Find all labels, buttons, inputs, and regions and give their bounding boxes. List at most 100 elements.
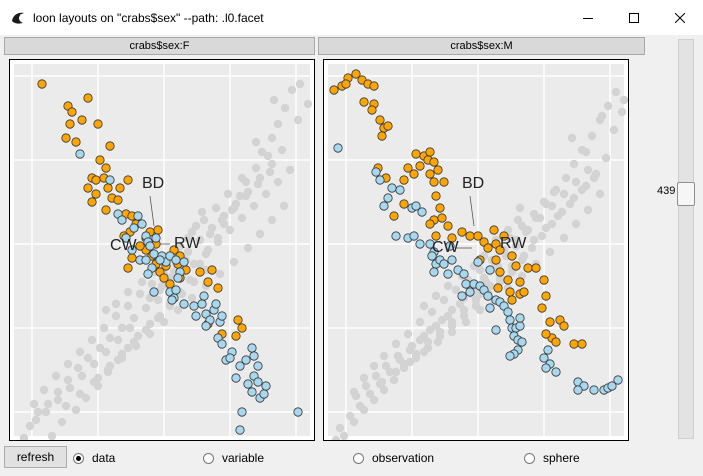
point-gray[interactable] <box>81 393 91 403</box>
point-orange[interactable] <box>425 169 435 179</box>
radio-observation[interactable]: observation <box>353 451 434 465</box>
point-orange[interactable] <box>77 115 87 125</box>
point-blue[interactable] <box>411 201 421 211</box>
point-gray[interactable] <box>547 201 557 211</box>
point-gray[interactable] <box>527 243 537 253</box>
point-gray[interactable] <box>571 219 581 229</box>
point-blue[interactable] <box>415 239 425 249</box>
point-gray[interactable] <box>265 167 275 177</box>
point-gray[interactable] <box>205 229 215 239</box>
point-gray[interactable] <box>75 389 85 399</box>
point-orange[interactable] <box>439 177 449 187</box>
point-gray[interactable] <box>381 361 391 371</box>
point-gray[interactable] <box>101 305 111 315</box>
point-gray[interactable] <box>41 407 51 417</box>
point-gray[interactable] <box>359 373 369 383</box>
point-orange[interactable] <box>515 277 525 287</box>
point-gray[interactable] <box>145 319 155 329</box>
point-blue[interactable] <box>189 301 199 311</box>
point-orange[interactable] <box>415 161 425 171</box>
point-gray[interactable] <box>183 247 193 257</box>
point-gray[interactable] <box>229 257 239 267</box>
point-gray[interactable] <box>253 179 263 189</box>
point-blue[interactable] <box>515 321 525 331</box>
point-orange[interactable] <box>437 213 447 223</box>
point-gray[interactable] <box>141 303 151 313</box>
point-gray[interactable] <box>87 335 97 345</box>
point-orange[interactable] <box>329 85 339 95</box>
point-orange[interactable] <box>115 183 125 193</box>
point-blue[interactable] <box>133 211 143 221</box>
point-gray[interactable] <box>539 197 549 207</box>
point-gray[interactable] <box>261 189 271 199</box>
point-orange[interactable] <box>507 295 517 305</box>
point-gray[interactable] <box>545 247 555 257</box>
point-gray[interactable] <box>237 213 247 223</box>
point-blue[interactable] <box>191 311 201 321</box>
point-orange[interactable] <box>429 177 439 187</box>
point-gray[interactable] <box>431 321 441 331</box>
point-gray[interactable] <box>215 269 225 279</box>
maximize-button[interactable] <box>611 0 657 35</box>
point-orange[interactable] <box>425 147 435 157</box>
point-blue[interactable] <box>261 381 271 391</box>
point-blue[interactable] <box>293 407 303 417</box>
point-gray[interactable] <box>589 173 599 183</box>
point-orange[interactable] <box>519 287 529 297</box>
point-gray[interactable] <box>63 359 73 369</box>
point-blue[interactable] <box>539 353 549 363</box>
point-gray[interactable] <box>459 305 469 315</box>
point-gray[interactable] <box>331 435 341 440</box>
point-gray[interactable] <box>287 85 297 95</box>
point-gray[interactable] <box>439 295 449 305</box>
point-gray[interactable] <box>583 205 593 215</box>
point-orange[interactable] <box>237 323 247 333</box>
point-gray[interactable] <box>217 215 227 225</box>
point-gray[interactable] <box>273 119 283 129</box>
point-gray[interactable] <box>111 299 121 309</box>
point-orange[interactable] <box>91 175 101 185</box>
point-blue[interactable] <box>383 193 393 203</box>
point-gray[interactable] <box>345 411 355 421</box>
scatterplot-male[interactable]: BD CW RW <box>324 60 628 440</box>
point-orange[interactable] <box>101 163 111 173</box>
point-blue[interactable] <box>151 233 161 243</box>
point-blue[interactable] <box>573 385 583 395</box>
point-gray[interactable] <box>189 259 199 269</box>
point-blue[interactable] <box>197 299 207 309</box>
point-orange[interactable] <box>499 231 509 241</box>
point-blue[interactable] <box>249 351 259 361</box>
point-gray[interactable] <box>295 79 305 89</box>
point-blue[interactable] <box>235 361 245 371</box>
point-orange[interactable] <box>213 283 223 293</box>
point-blue[interactable] <box>515 313 525 323</box>
point-orange[interactable] <box>83 183 93 193</box>
point-gray[interactable] <box>187 227 197 237</box>
facet-panel-female[interactable]: BD CW RW <box>9 59 315 441</box>
point-gray[interactable] <box>371 371 381 381</box>
point-orange[interactable] <box>87 197 97 207</box>
point-gray[interactable] <box>569 193 579 203</box>
point-blue[interactable] <box>447 255 457 265</box>
point-blue[interactable] <box>543 345 553 355</box>
point-gray[interactable] <box>443 311 453 321</box>
point-gray[interactable] <box>303 99 313 109</box>
point-gray[interactable] <box>263 151 273 161</box>
point-blue[interactable] <box>473 257 483 267</box>
point-gray[interactable] <box>391 367 401 377</box>
point-gray[interactable] <box>77 371 87 381</box>
point-orange[interactable] <box>103 183 113 193</box>
point-gray[interactable] <box>541 223 551 233</box>
point-gray[interactable] <box>405 357 415 367</box>
point-blue[interactable] <box>241 355 251 365</box>
point-gray[interactable] <box>173 305 183 315</box>
point-gray[interactable] <box>511 241 521 251</box>
point-blue[interactable] <box>551 367 561 377</box>
point-orange[interactable] <box>341 79 351 89</box>
point-blue[interactable] <box>173 273 183 283</box>
point-gray[interactable] <box>437 315 447 325</box>
point-gray[interactable] <box>617 107 627 117</box>
point-gray[interactable] <box>425 325 435 335</box>
point-blue[interactable] <box>425 239 435 249</box>
point-blue[interactable] <box>379 201 389 211</box>
